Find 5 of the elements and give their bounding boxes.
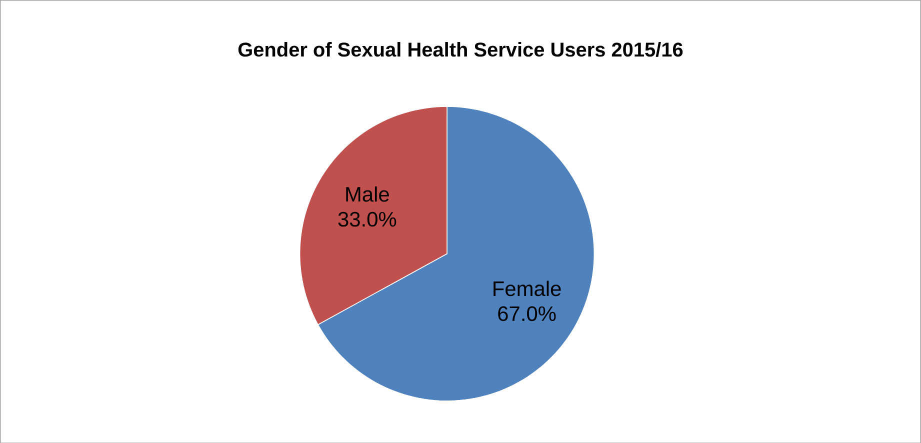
slice-label: Female xyxy=(494,280,561,296)
chart-title: Gender of Sexual Health Service Users 2015/16 xyxy=(238,42,683,57)
slice-label: Male xyxy=(346,186,389,202)
data-label: 33.0% xyxy=(338,212,396,226)
data-label: 67.0% xyxy=(498,306,556,321)
